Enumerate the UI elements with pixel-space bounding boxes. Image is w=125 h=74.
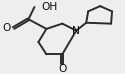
- Text: O: O: [2, 23, 11, 33]
- Text: O: O: [58, 64, 66, 74]
- Text: N: N: [72, 26, 80, 36]
- Text: OH: OH: [41, 2, 58, 12]
